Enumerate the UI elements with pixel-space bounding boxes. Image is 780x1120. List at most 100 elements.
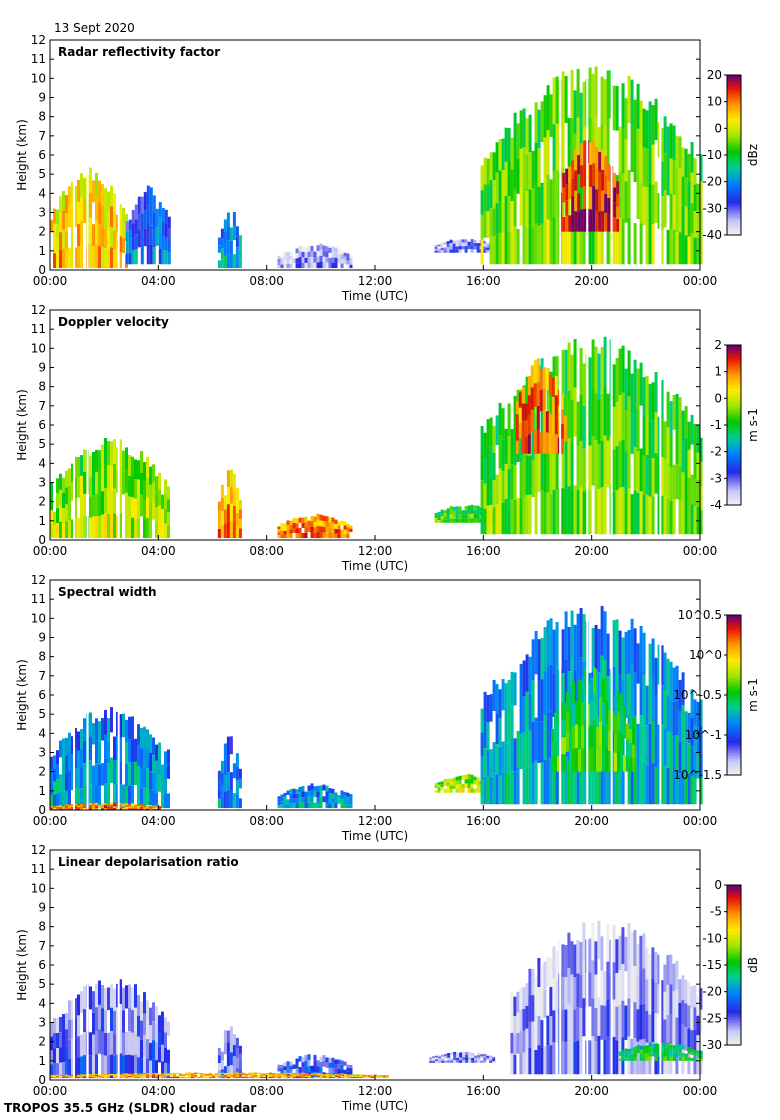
data-cell [515,427,519,441]
data-cell [633,760,637,805]
data-cell [577,212,581,232]
data-cell [65,790,68,809]
data-cell [164,223,168,237]
data-cell [107,1032,110,1056]
data-cell [101,468,104,492]
data-cell [516,123,520,159]
data-cell [140,247,144,265]
data-cell [591,1036,595,1075]
data-cell [347,1076,350,1078]
data-cell [101,1031,104,1055]
data-cell [443,510,447,514]
data-cell [323,1074,326,1076]
data-cell [122,472,125,495]
data-cell [335,1075,338,1077]
data-cell [280,1071,284,1075]
data-cell [92,1012,95,1035]
colorbar-segment [727,895,741,898]
data-cell [235,780,239,795]
data-cell [328,793,332,798]
y-tick-label: 0 [38,1073,46,1087]
data-cell [690,142,694,173]
panel-title: Spectral width [58,585,157,599]
data-cell [633,672,637,717]
data-cell [326,1075,329,1077]
data-cell [504,743,508,774]
data-cell [612,406,616,450]
colorbar-segment [727,137,741,140]
data-cell [328,257,332,263]
data-cell [546,1045,550,1075]
data-cell [101,718,104,741]
data-cell [444,1056,448,1059]
data-cell [645,1057,649,1061]
data-cell [71,246,74,269]
data-cell [452,510,456,515]
data-cell [167,1074,170,1076]
data-cell [570,444,574,490]
data-cell [555,950,559,982]
data-cell [149,520,152,539]
data-cell [470,513,474,519]
data-cell [62,790,65,809]
data-cell [573,977,577,1010]
data-cell [266,1075,269,1077]
cloud-region-1 [50,167,128,269]
data-cell [621,345,625,393]
data-cell [534,1050,538,1075]
data-cell [107,1075,110,1077]
data-cell [666,767,670,805]
data-cell [486,185,490,212]
data-cell [560,394,564,410]
data-cell [71,519,74,539]
data-cell [567,215,571,265]
data-cell [92,804,95,807]
data-cell [627,217,631,265]
data-cell [522,225,526,265]
data-cell [289,259,293,264]
data-cell [483,1056,487,1059]
data-cell [489,152,493,181]
data-cell [197,1072,200,1074]
data-cell [579,975,583,1009]
colorbar-segment [727,99,741,102]
data-cell [227,1075,230,1077]
data-cell [194,1075,197,1077]
data-cell [104,463,107,488]
data-cell [125,470,128,493]
data-cell [446,515,450,520]
colorbar-segment [727,161,741,164]
data-cell [155,208,159,228]
data-cell [158,489,161,506]
data-cell [476,514,480,519]
data-cell [104,759,107,784]
data-cell [684,148,688,178]
data-cell [513,465,517,500]
data-cell [570,610,574,659]
data-cell [546,620,550,667]
y-tick-label: 6 [38,688,46,702]
data-cell [540,490,544,535]
data-cell [600,754,604,805]
data-cell [155,522,158,539]
colorbar-segment [727,617,741,620]
data-cell [537,187,541,226]
colorbar-unit: dB [746,957,760,973]
y-tick-label: 4 [38,726,46,740]
data-cell [552,760,556,805]
colorbar-segment [727,441,741,444]
data-cell [630,413,634,454]
data-cell [365,1075,368,1077]
data-cell [152,501,155,520]
data-cell [134,806,137,809]
gap-stripe [117,40,120,270]
colorbar-segment [727,135,741,138]
data-cell [449,510,453,515]
data-cell [272,1073,275,1075]
data-cell [498,201,502,233]
data-cell [669,768,673,805]
colorbar-segment [727,473,741,476]
data-cell [630,968,634,1004]
data-cell [245,1074,248,1076]
colorbar-segment [727,985,741,988]
